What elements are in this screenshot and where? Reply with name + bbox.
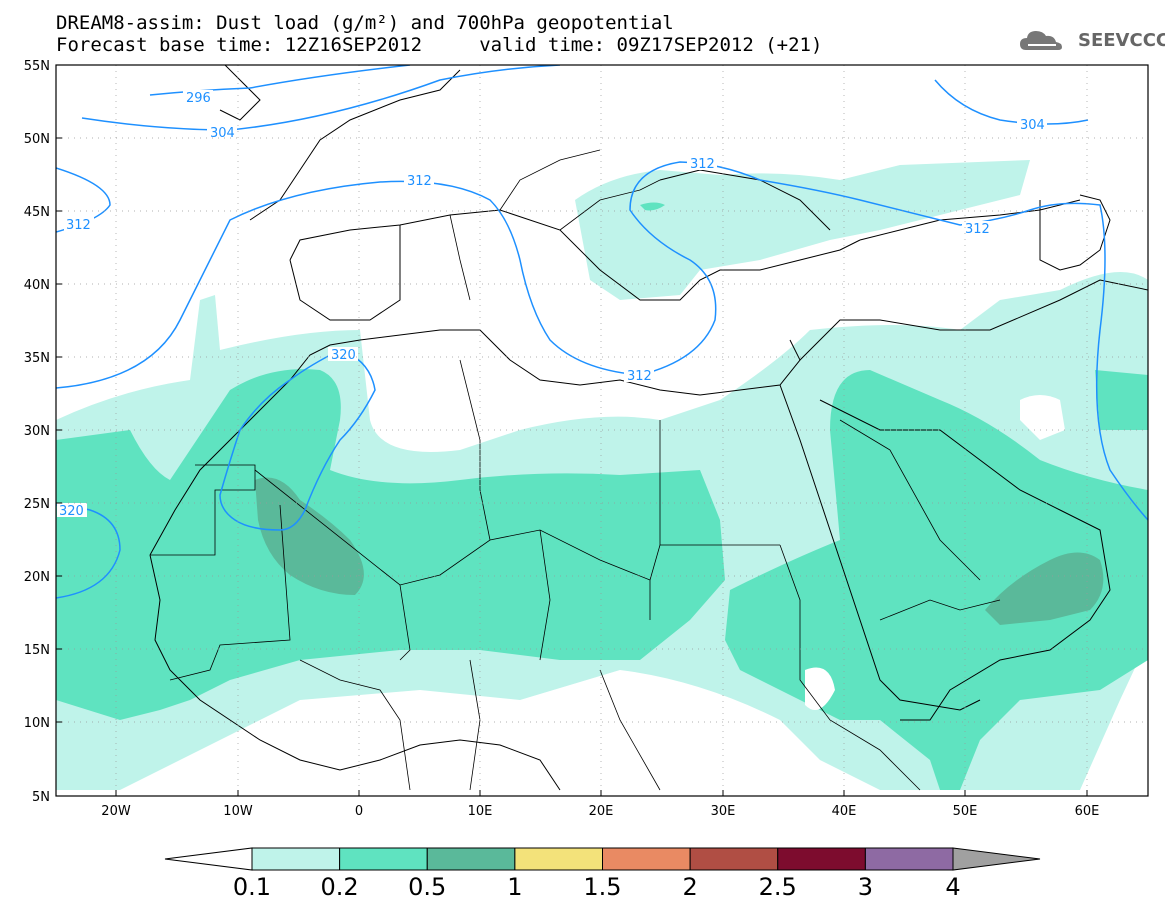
lon-label: 10E bbox=[468, 804, 493, 819]
svg-text:312: 312 bbox=[407, 174, 432, 189]
lon-label: 10W bbox=[223, 804, 253, 819]
colorbar-label: 4 bbox=[945, 873, 960, 901]
lat-label: 20N bbox=[24, 570, 50, 585]
colorbar-box bbox=[864, 847, 954, 871]
colorbar-label: 3 bbox=[858, 873, 873, 901]
lat-label: 10N bbox=[24, 716, 50, 731]
gridlines bbox=[56, 65, 1148, 796]
lon-label: 30E bbox=[711, 804, 736, 819]
colorbar-box bbox=[251, 847, 341, 871]
dust-high bbox=[255, 477, 1104, 625]
colorbar-label: 1.5 bbox=[583, 873, 621, 901]
lon-label: 60E bbox=[1075, 804, 1100, 819]
lon-label: 40E bbox=[832, 804, 857, 819]
colorbar-box bbox=[426, 847, 516, 871]
colorbar-label: 2.5 bbox=[759, 873, 797, 901]
svg-text:312: 312 bbox=[627, 369, 652, 384]
logo-text: SEEVCCC bbox=[1078, 30, 1165, 51]
svg-text:296: 296 bbox=[186, 91, 211, 106]
lat-label: 15N bbox=[24, 643, 50, 658]
svg-text:312: 312 bbox=[66, 218, 91, 233]
svg-text:320: 320 bbox=[59, 504, 84, 519]
lon-label: 20W bbox=[101, 804, 131, 819]
svg-text:312: 312 bbox=[690, 157, 715, 172]
colorbar-label: 0.2 bbox=[321, 873, 359, 901]
borders bbox=[150, 149, 1001, 791]
lat-axis bbox=[56, 64, 62, 797]
lon-label: 20E bbox=[589, 804, 614, 819]
colorbar-label: 1 bbox=[507, 873, 522, 901]
lon-label: 0 bbox=[355, 804, 363, 819]
contour-labels: 296 304 312 312 312 312 312 320 320 304 bbox=[57, 90, 1047, 519]
colorbar-box bbox=[777, 847, 866, 871]
cloud-icon bbox=[1020, 31, 1062, 50]
colorbar-box bbox=[602, 847, 691, 871]
colorbar-box bbox=[689, 847, 779, 871]
lat-label: 5N bbox=[32, 790, 50, 805]
colorbar-under-triangle bbox=[164, 847, 253, 871]
colorbar-over-triangle bbox=[952, 847, 1041, 871]
svg-text:304: 304 bbox=[1020, 118, 1045, 133]
svg-text:320: 320 bbox=[331, 348, 356, 363]
lon-label: 50E bbox=[953, 804, 978, 819]
coastlines bbox=[149, 65, 1148, 791]
colorbar: 0.1 0.2 0.5 1 1.5 2 2.5 3 4 bbox=[164, 847, 1041, 901]
svg-text:312: 312 bbox=[965, 222, 990, 237]
colorbar-label: 0.5 bbox=[408, 873, 446, 901]
lat-label: 55N bbox=[24, 59, 50, 74]
colorbar-label: 0.1 bbox=[233, 873, 271, 901]
lat-label: 45N bbox=[24, 205, 50, 220]
colorbar-box bbox=[339, 847, 428, 871]
lon-axis bbox=[115, 790, 1088, 796]
lat-label: 40N bbox=[24, 278, 50, 293]
lat-label: 35N bbox=[24, 351, 50, 366]
colorbar-label: 2 bbox=[682, 873, 697, 901]
lat-label: 30N bbox=[24, 424, 50, 439]
svg-text:304: 304 bbox=[210, 126, 235, 141]
lat-label: 25N bbox=[24, 497, 50, 512]
forecast-time: Forecast base time: 12Z16SEP2012 valid t… bbox=[56, 34, 823, 56]
colorbar-box bbox=[514, 847, 603, 871]
map-title: DREAM8-assim: Dust load (g/m²) and 700hP… bbox=[56, 12, 674, 34]
lat-label: 50N bbox=[24, 132, 50, 147]
